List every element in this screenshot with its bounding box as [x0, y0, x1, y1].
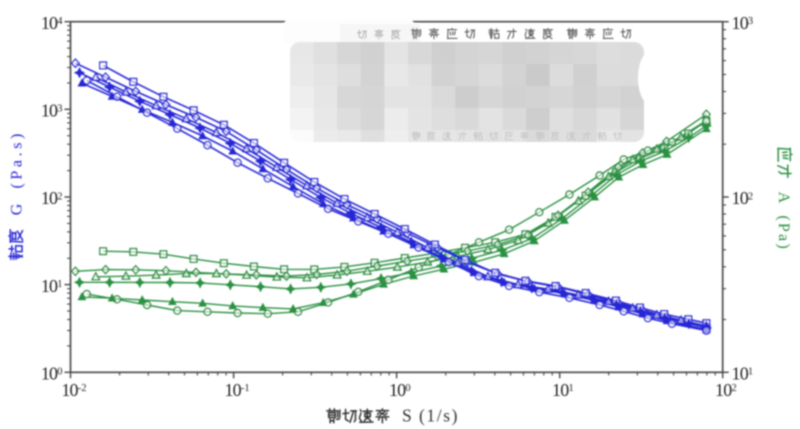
svg-text:101: 101 — [552, 380, 574, 400]
svg-text:A: A — [775, 192, 792, 204]
svg-text:100: 100 — [41, 364, 63, 384]
svg-text:102: 102 — [41, 188, 63, 208]
svg-text:103: 103 — [732, 13, 754, 33]
svg-text:100: 100 — [389, 380, 411, 400]
svg-text:G: G — [9, 203, 26, 215]
svg-text:102: 102 — [715, 380, 737, 400]
svg-text:101: 101 — [41, 276, 63, 296]
svg-text:(1/s): (1/s) — [419, 406, 459, 426]
svg-text:103: 103 — [41, 101, 63, 121]
svg-text:102: 102 — [732, 188, 754, 208]
svg-text:101: 101 — [732, 364, 754, 384]
svg-text:(Pa.s): (Pa.s) — [9, 130, 26, 188]
svg-text:(Pa): (Pa) — [775, 215, 792, 250]
svg-text:S: S — [402, 406, 412, 426]
